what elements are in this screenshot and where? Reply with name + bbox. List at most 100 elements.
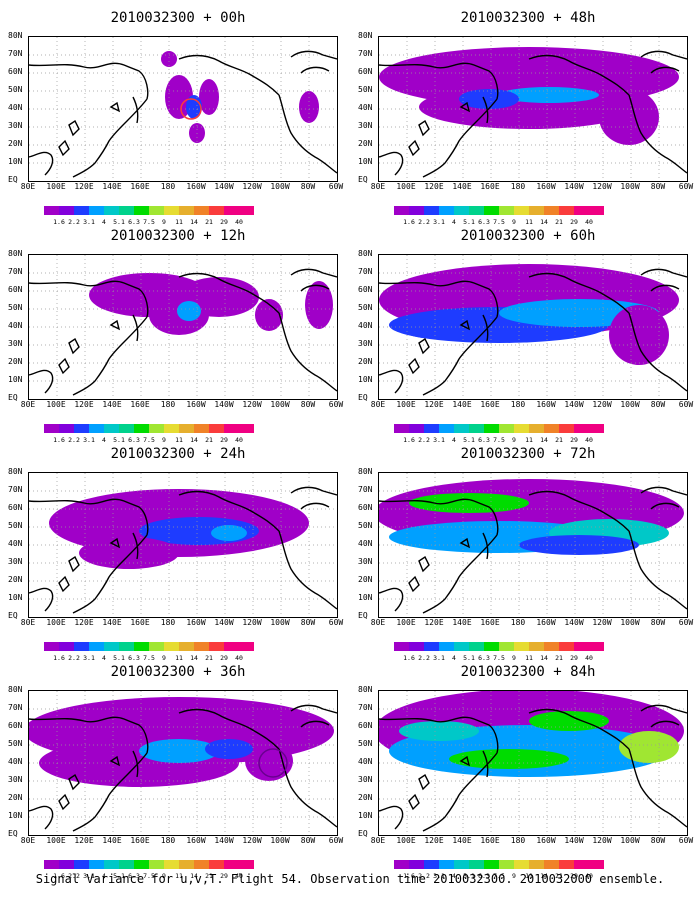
colorbar-label: 29 (570, 654, 578, 662)
colorbar-label: 2.2 (68, 436, 80, 444)
colorbar-label: 21 (205, 654, 213, 662)
colorbar-swatch (574, 206, 589, 215)
colorbar-swatch (544, 206, 559, 215)
colorbar (394, 642, 604, 652)
latitude-label: 20N (8, 575, 23, 584)
colorbar-label: 29 (220, 872, 228, 880)
latitude-label: 70N (358, 703, 373, 712)
colorbar-swatch (514, 424, 529, 433)
latitude-label: 80N (358, 467, 373, 476)
longitude-label: 180 (510, 618, 526, 627)
variance-region (255, 299, 283, 331)
colorbar-swatch (574, 642, 589, 651)
longitude-label: 180 (160, 618, 176, 627)
coastline (68, 555, 80, 573)
panel-title: 2010032300 + 84h (460, 664, 596, 680)
colorbar-swatch (89, 424, 104, 433)
longitude-label: 100W (270, 400, 290, 409)
longitude-label: 60W (678, 618, 694, 627)
longitude-label: 60W (328, 618, 344, 627)
colorbar-swatch (394, 642, 409, 651)
colorbar-label: 7.5 (143, 218, 155, 226)
latitude-label: EQ (8, 611, 18, 620)
colorbar-label: 6.3 (478, 436, 490, 444)
coastline (178, 708, 280, 750)
colorbar (394, 424, 604, 434)
colorbar-swatch (164, 860, 179, 869)
coastline (58, 139, 70, 157)
colorbar-swatch (469, 642, 484, 651)
longitude-label: 120W (592, 836, 612, 845)
longitude-label: 100E (46, 836, 66, 845)
coastline (459, 319, 471, 331)
latitude-label: 50N (358, 739, 373, 748)
colorbar-label: 14 (540, 436, 548, 444)
colorbar-swatch (89, 860, 104, 869)
latitude-label: 50N (8, 303, 23, 312)
longitude-label: 80W (650, 618, 666, 627)
longitude-label: 100E (396, 836, 416, 845)
colorbar-swatch (514, 206, 529, 215)
colorbar-label: 9 (512, 436, 516, 444)
longitude-label: 80E (20, 618, 36, 627)
longitude-label: 100E (46, 618, 66, 627)
colorbar-swatch (179, 206, 194, 215)
longitude-label: 140E (102, 836, 122, 845)
colorbar-swatch (559, 206, 574, 215)
colorbar-label: 2.2 (68, 218, 80, 226)
coastline (379, 498, 499, 536)
colorbar-label: 14 (540, 872, 548, 880)
colorbar-swatch (224, 642, 239, 651)
latitude-label: 50N (8, 521, 23, 530)
colorbar-label: 1.6 (53, 436, 65, 444)
coastline (482, 750, 489, 778)
longitude-label: 80E (20, 836, 36, 845)
latitude-label: 60N (358, 721, 373, 730)
coastline (72, 752, 148, 832)
longitude-label: 140E (102, 182, 122, 191)
longitude-label: 120W (242, 836, 262, 845)
colorbar-swatch (514, 642, 529, 651)
colorbar-label: 1.6 (403, 436, 415, 444)
longitude-label: 120W (242, 182, 262, 191)
colorbar-swatch (74, 642, 89, 651)
colorbar-swatch (239, 206, 254, 215)
colorbar-swatch (469, 424, 484, 433)
colorbar-label: 5.1 (113, 218, 125, 226)
colorbar (44, 860, 254, 870)
latitude-label: 40N (8, 539, 23, 548)
latitude-label: 10N (358, 811, 373, 820)
latitude-label: 50N (358, 521, 373, 530)
colorbar-swatch (89, 206, 104, 215)
coastline (379, 587, 404, 612)
colorbar-swatch (104, 860, 119, 869)
map-panel: 2010032300 + 36h 80N 70N 60N 50N 40N 30N 20N 10N… (8, 664, 348, 880)
coastline (628, 312, 687, 392)
longitude-label: 140E (452, 836, 472, 845)
coastline (72, 316, 148, 396)
latitude-label: 20N (8, 357, 23, 366)
colorbar-swatch (149, 424, 164, 433)
coastline (132, 750, 139, 778)
longitude-label: 140W (214, 400, 234, 409)
longitude-label: 140W (214, 618, 234, 627)
colorbar-label: 5.1 (463, 872, 475, 880)
panel-title: 2010032300 + 48h (460, 10, 596, 26)
colorbar-swatch (484, 206, 499, 215)
colorbar-label: 4 (102, 218, 106, 226)
panel-title: 2010032300 + 36h (110, 664, 246, 680)
longitude-label: 60W (328, 182, 344, 191)
colorbar-label: 5.1 (113, 436, 125, 444)
variance-region (459, 89, 519, 109)
map-svg (29, 473, 337, 617)
latitude-label: 70N (8, 267, 23, 276)
colorbar-swatch (529, 206, 544, 215)
coastline (379, 716, 499, 754)
longitude-label: 80W (300, 182, 316, 191)
colorbar-label: 1.6 (403, 872, 415, 880)
colorbar-label: 5.1 (463, 436, 475, 444)
longitude-label: 120E (74, 182, 94, 191)
colorbar-swatch (469, 860, 484, 869)
colorbar-label: 14 (190, 436, 198, 444)
colorbar-swatch (194, 424, 209, 433)
